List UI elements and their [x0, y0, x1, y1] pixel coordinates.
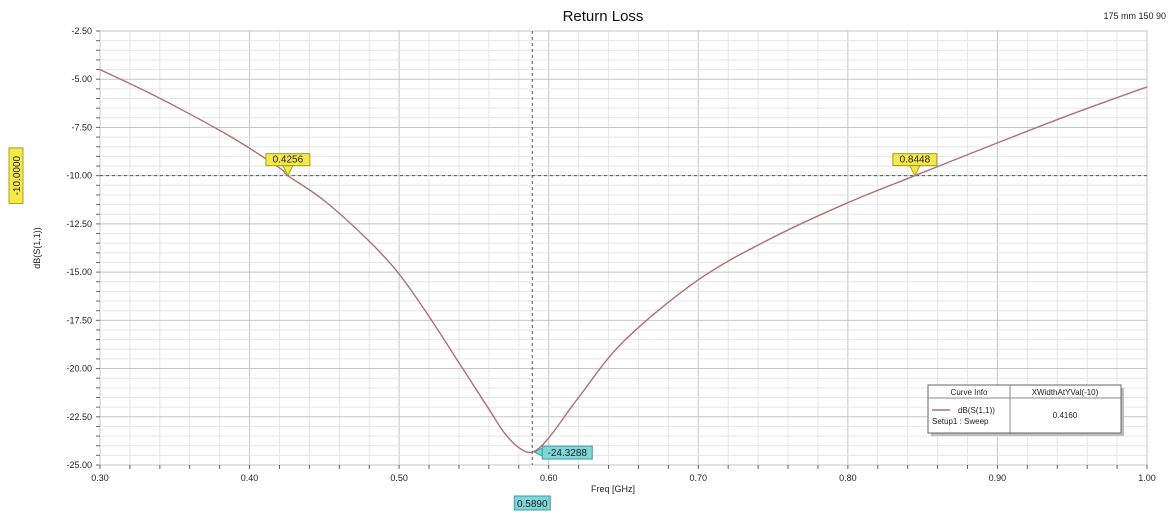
y-tick-label: -7.50: [71, 122, 92, 132]
x-axis-label: Freq [GHz]: [591, 484, 635, 494]
y-tick-label: -15.00: [66, 267, 92, 277]
marker-label-box: [541, 445, 593, 460]
y-tick-label: -12.50: [66, 219, 92, 229]
marker-triangle-icon: [282, 165, 294, 177]
axis-ticks: 0.30 0.40 0.50 0.60 0.70 0.80 0.90 1.00 -2.50 -5.…: [66, 26, 1155, 483]
y-cursor-readout: -10.0000: [12, 155, 23, 195]
y-tick-label: -2.50: [71, 26, 92, 36]
legend-curve-name: dB(S(1,1)): [958, 406, 995, 415]
legend-header-curve-info: Curve Info: [951, 388, 988, 397]
cursor-lines[interactable]: -10.0000 0.5890: [8, 31, 1147, 511]
x-tick-label: 0.70: [690, 473, 708, 483]
legend-setup: Setup1 : Sweep: [932, 417, 989, 426]
marker[interactable]: -24.3288: [533, 445, 593, 460]
x-tick-label: 0.80: [839, 473, 857, 483]
x-tick-label: 0.30: [91, 473, 109, 483]
markers[interactable]: 0.4256 0.8448 -24.3288: [265, 153, 938, 460]
marker-label: 0.4256: [273, 155, 304, 166]
marker-triangle-icon: [909, 165, 921, 177]
x-tick-label: 0.40: [241, 473, 259, 483]
corner-label: 175 mm 150 90: [1103, 11, 1166, 21]
chart-title: Return Loss: [563, 8, 644, 25]
series-layer: [99, 68, 1148, 454]
marker-label: -24.3288: [548, 448, 588, 459]
y-axis-label: dB(S(1,1)): [32, 227, 42, 269]
series-line-s11: [99, 68, 1148, 454]
y-tick-label: -22.50: [66, 412, 92, 422]
marker[interactable]: 0.4256: [265, 153, 311, 177]
y-tick-label: -25.00: [66, 460, 92, 470]
x-tick-label: 0.60: [540, 473, 558, 483]
y-tick-label: -20.00: [66, 364, 92, 374]
legend-value: 0.4160: [1053, 411, 1078, 420]
legend-header-measure: XWidthAtYVal(-10): [1032, 388, 1099, 397]
grid: [99, 30, 1148, 466]
y-cursor-readout-box: [8, 147, 24, 204]
x-tick-label: 1.00: [1138, 473, 1156, 483]
x-cursor-readout: 0.5890: [517, 499, 548, 510]
x-tick-label: 0.50: [390, 473, 408, 483]
y-tick-label: -5.00: [71, 74, 92, 84]
marker[interactable]: 0.8448: [892, 153, 938, 177]
legend-frame: [927, 384, 1122, 434]
x-cursor-readout-box: [513, 495, 551, 511]
x-tick-label: 0.90: [989, 473, 1007, 483]
curve-info-legend[interactable]: Curve Info XWidthAtYVal(-10) dB(S(1,1)) Set…: [927, 384, 1124, 436]
y-tick-label: -10.00: [66, 171, 92, 181]
y-tick-label: -17.50: [66, 315, 92, 325]
marker-label: 0.8448: [900, 155, 931, 166]
